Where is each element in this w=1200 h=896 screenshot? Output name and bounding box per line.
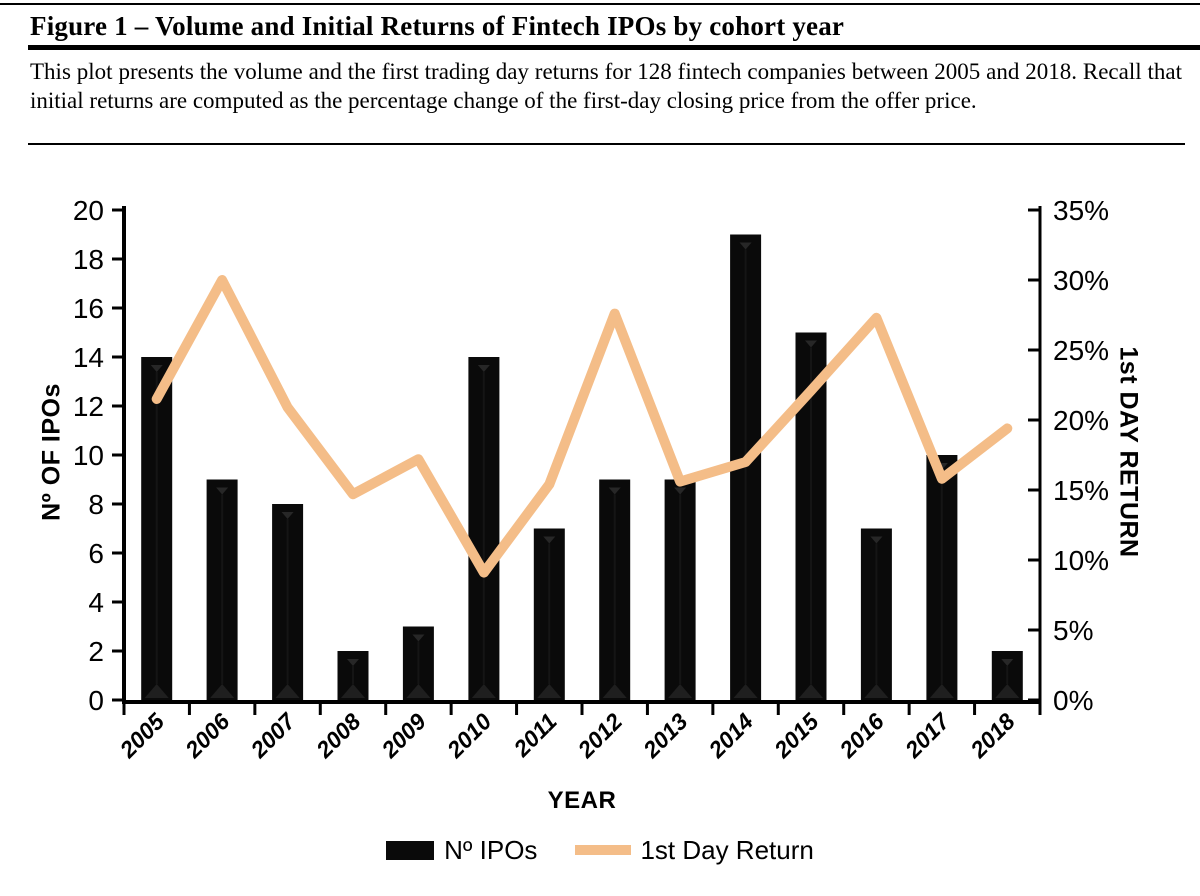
year-label-2006: 2006 [179,708,234,763]
caption-bottom-rule [28,143,1185,145]
year-label-2018: 2018 [965,708,1020,763]
legend-swatch-bar [386,840,435,860]
bar-bevel-top [870,536,883,544]
year-label-2012: 2012 [572,708,627,763]
right-axis-tick-label-5: 5% [1053,615,1093,646]
year-label-2007: 2007 [245,707,301,763]
title-underline-rule [28,45,1200,50]
year-label-2008: 2008 [310,708,365,763]
bar-bevel-bottom [733,684,758,698]
bar-bevel-bottom [275,684,300,698]
bar-bevel-top [739,242,752,250]
figure-caption: This plot presents the volume and the fi… [30,59,1182,113]
bar-bevel-bottom [929,684,954,698]
bar-bevel-bottom [144,684,169,698]
year-label-2016: 2016 [834,708,889,763]
left-axis-tick-label-16: 16 [73,293,104,324]
year-label-2011: 2011 [508,708,562,762]
year-label-2014: 2014 [703,708,758,763]
year-label-2013: 2013 [637,708,692,763]
left-axis-tick-label-18: 18 [73,244,104,275]
bar-bevel-bottom [341,684,365,698]
first-day-return-line [151,275,1013,578]
bar-bevel-top [412,634,425,642]
left-axis-tick-label-2: 2 [88,636,104,667]
year-label-2017: 2017 [899,707,955,763]
figure-title: Figure 1 – Volume and Initial Returns of… [30,11,845,41]
right-axis-tick-label-10: 10% [1053,545,1109,576]
left-axis-tick-label-8: 8 [88,489,104,520]
bar-bevel-top [216,487,229,495]
x-axis-title: YEAR [547,787,617,814]
left-axis-tick-label-12: 12 [73,391,104,422]
bar-bevel-top [543,536,556,544]
legend-swatch-line [575,845,632,855]
right-axis-title: 1st DAY RETURN [1114,346,1143,558]
legend-label-ipos: Nº IPOs [444,835,538,865]
bar-bevel-bottom [995,684,1020,698]
chart-legend: Nº IPOs 1st Day Return [0,835,1200,865]
bar-bevel-top [805,340,817,348]
right-axis-tick-label-30: 30% [1053,265,1109,296]
year-label-2005: 2005 [114,707,170,763]
left-axis-tick-label-20: 20 [73,195,104,226]
left-axis-tick-label-0: 0 [88,685,104,716]
bar-bevel-bottom [406,684,431,698]
year-label-2015: 2015 [768,707,824,763]
bar-bevel-bottom [602,684,627,698]
bar-bevel-top [674,487,687,495]
bar-bevel-top [608,487,621,495]
bar-bevel-top [347,659,359,666]
year-label-2009: 2009 [376,708,431,763]
right-axis-tick-label-0: 0% [1053,685,1093,716]
bar-bevel-top [150,365,163,372]
left-axis-tick-label-14: 14 [73,342,104,373]
bar-bevel-top [281,512,294,519]
bar-bevel-top [1001,659,1014,666]
bar-bevel-top [477,365,490,372]
left-axis-tick-label-10: 10 [73,440,104,471]
left-axis-tick-label-6: 6 [88,538,104,569]
bar-bevel-bottom [799,684,823,698]
legend-label-return: 1st Day Return [640,835,814,865]
year-label-2010: 2010 [441,708,496,763]
bar-bevel-bottom [537,684,562,698]
left-axis-title: Nº OF IPOs [37,383,66,521]
bar-bevel-bottom [471,684,496,698]
bar-bevel-bottom [210,684,235,698]
left-axis-tick-label-4: 4 [88,587,104,618]
right-axis-tick-label-20: 20% [1053,405,1109,436]
top-rule [0,3,1200,5]
bar-bevel-bottom [668,684,693,698]
right-axis-tick-label-25: 25% [1053,335,1109,366]
right-axis-tick-label-15: 15% [1053,475,1109,506]
bar-bevel-bottom [864,684,889,698]
right-axis-tick-label-35: 35% [1053,195,1109,226]
